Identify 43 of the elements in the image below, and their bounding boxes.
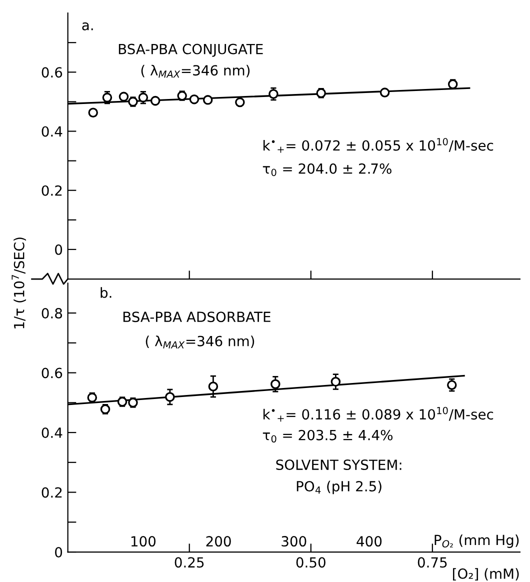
x2-tick-label: 400 (356, 536, 382, 547)
point (202, 95, 213, 105)
point (330, 376, 341, 387)
x-tick-label: 0.50 (296, 557, 326, 568)
y-tick-label: 0.2 (42, 487, 62, 498)
x2-tick-label: 100 (131, 536, 156, 547)
y-tick-label: 0.4 (42, 126, 62, 137)
annotation: ( λ$_{MAX}$=346 nm) (141, 64, 250, 78)
annotation: a. (82, 22, 93, 30)
point (118, 92, 129, 102)
annotation: τ$_{0}$ = 204.0 ± 2.7% (262, 163, 392, 176)
y-axis-title: 1/τ (10$^{7}$/SEC) (12, 238, 26, 328)
y-tick-label: 0.2 (42, 185, 62, 196)
point (88, 108, 98, 118)
annotation: PO$_{4}$ (pH 2.5) (296, 480, 382, 494)
point (150, 96, 160, 106)
point (208, 382, 218, 392)
annotation: τ$_{0}$ = 203.5 ± 4.4% (262, 430, 393, 443)
annotation: BSA-PBA ADSORBATE (123, 312, 270, 322)
x2-axis-title: P$_{O₂}$ (mm Hg) (434, 534, 519, 548)
annotation: k$^{•}$$_{+}$= 0.116 ± 0.089 x 10$^{10}$/M-sec (264, 406, 494, 422)
point (189, 94, 200, 104)
x-tick-label: 0.25 (174, 557, 204, 568)
point (235, 97, 245, 108)
point (165, 392, 175, 402)
point (270, 379, 280, 390)
annotation: b. (100, 287, 112, 298)
x2-tick-label: 200 (206, 536, 231, 547)
annotation: ( λ$_{MAX}$=346 nm) (146, 336, 254, 348)
y-tick-label: 0.6 (42, 67, 62, 78)
y-tick-label: 0 (55, 244, 62, 255)
y-tick-label: 0.8 (42, 308, 62, 318)
annotation: BSA-PBA CONJUGATE (118, 44, 263, 57)
point (446, 380, 457, 390)
y-tick-label: 0 (55, 546, 62, 558)
y-tick-label: 0.6 (42, 368, 62, 378)
annotation: SOLVENT SYSTEM: (276, 460, 402, 470)
annotation: k$^{•}$$_{+}$= 0.072 ± 0.055 x 10$^{10}$/M-sec (264, 138, 494, 153)
x-tick-label: 0.75 (418, 557, 447, 568)
x2-tick-label: 300 (282, 536, 306, 547)
point (380, 88, 390, 98)
x-axis-title: [O₂] (mM) (453, 568, 519, 581)
y-tick-label: 0.4 (42, 427, 62, 438)
